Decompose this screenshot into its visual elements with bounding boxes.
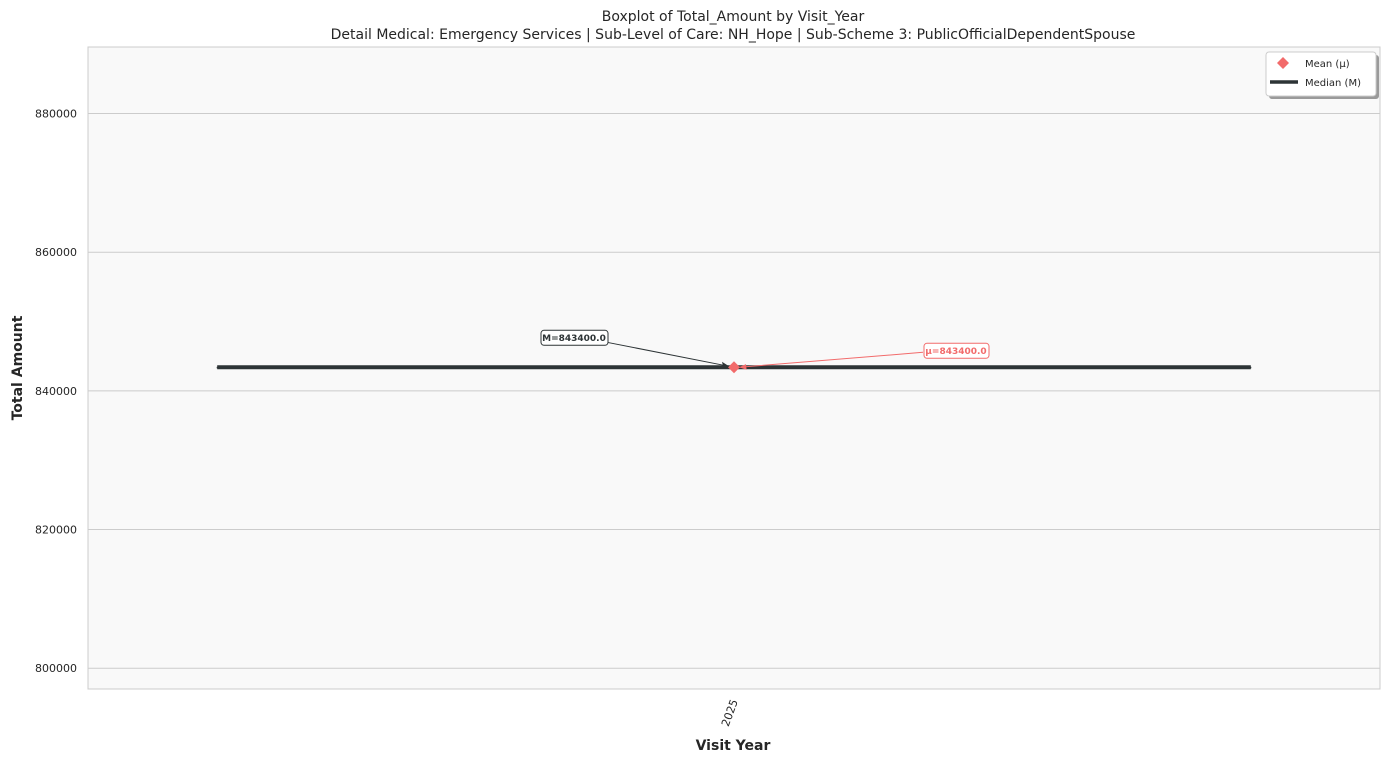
y-tick-label: 800000 <box>35 662 77 675</box>
annotations: M=843400.0 μ=843400.0 <box>540 329 990 370</box>
y-tick-label: 880000 <box>35 108 77 121</box>
y-tick-label: 820000 <box>35 524 77 537</box>
y-axis-label: Total Amount <box>10 315 26 420</box>
box-series <box>216 361 1252 374</box>
legend-median-label: Median (M) <box>1305 78 1361 89</box>
legend-mean-diamond-icon <box>1277 57 1289 69</box>
legend-mean-label: Mean (μ) <box>1305 59 1350 70</box>
x-tick-label: 2025 <box>719 698 741 729</box>
grid-lines <box>88 113 1380 669</box>
median-annotation-arrow <box>606 341 730 367</box>
median-annotation-label: M=843400.0 <box>542 334 606 344</box>
y-tick-label: 840000 <box>35 385 77 398</box>
x-axis-label: Visit Year <box>696 738 771 754</box>
legend: Mean (μ) Median (M) <box>1265 51 1379 99</box>
y-tick-labels: 800000 820000 840000 860000 880000 <box>35 108 77 676</box>
mean-annotation-box <box>923 342 990 359</box>
chart-subtitle: Detail Medical: Emergency Services | Sub… <box>331 27 1136 43</box>
chart-title: Boxplot of Total_Amount by Visit_Year <box>602 9 865 25</box>
legend-box <box>1265 51 1377 97</box>
x-tick-labels: 2025 <box>719 698 741 729</box>
median-arrow-head <box>722 361 729 368</box>
y-tick-label: 860000 <box>35 246 77 259</box>
mean-annotation-label: μ=843400.0 <box>925 347 986 357</box>
mean-marker <box>728 361 740 374</box>
mean-arrow-head <box>739 364 747 370</box>
median-annotation-box <box>540 329 609 346</box>
mean-annotation-arrow <box>738 351 924 368</box>
